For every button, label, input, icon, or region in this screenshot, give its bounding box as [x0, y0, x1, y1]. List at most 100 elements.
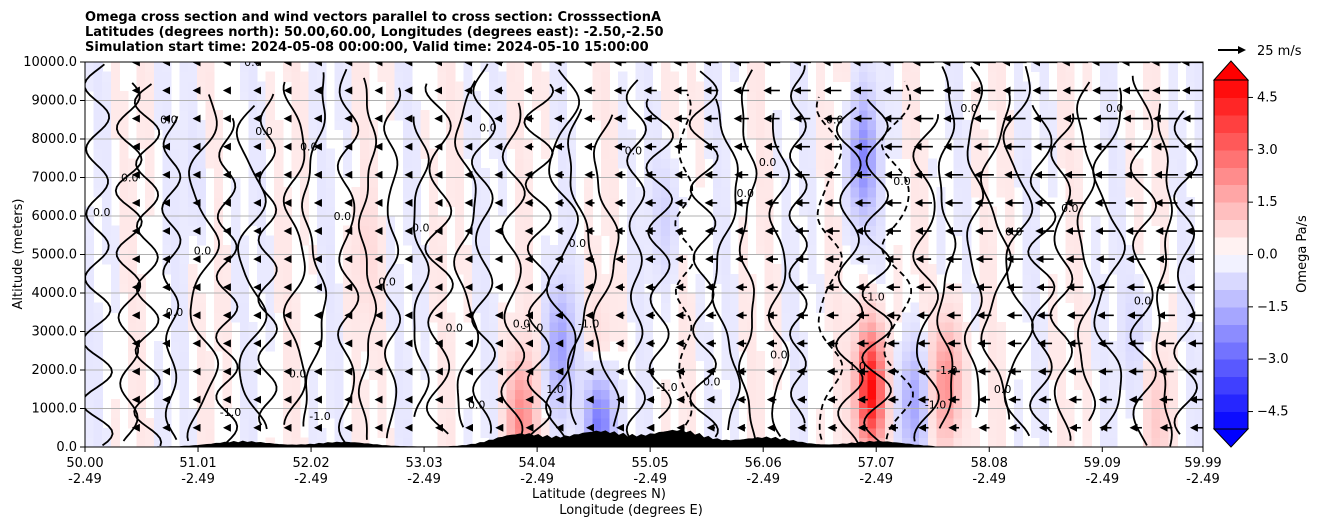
omega-cell [351, 273, 361, 284]
omega-cell [730, 379, 740, 390]
omega-cell [1065, 418, 1075, 429]
omega-cell [480, 418, 490, 429]
omega-cell [566, 216, 576, 227]
omega-cell [695, 119, 705, 130]
omega-cell [850, 119, 860, 130]
colorbar-level [1214, 271, 1248, 290]
omega-cell [110, 119, 120, 130]
omega-cell [652, 283, 662, 294]
omega-cell [308, 119, 318, 130]
omega-cell [489, 360, 499, 371]
omega-cell [936, 389, 946, 400]
omega-cell [1031, 418, 1041, 429]
omega-cell [480, 206, 490, 217]
omega-cell [1013, 418, 1023, 429]
omega-cell [179, 100, 189, 111]
omega-cell [1091, 350, 1101, 361]
omega-contour [114, 82, 143, 442]
omega-cell [988, 302, 998, 313]
omega-cell [644, 119, 654, 130]
omega-cell [1082, 360, 1092, 371]
omega-cell [798, 206, 808, 217]
omega-cell [188, 427, 198, 438]
omega-cell [523, 331, 533, 342]
omega-cell [592, 90, 602, 102]
omega-cell [601, 379, 611, 390]
omega-cell [1074, 370, 1084, 381]
omega-cell [867, 225, 877, 236]
omega-cell [420, 119, 430, 130]
omega-cell [446, 321, 456, 333]
omega-cell [936, 264, 946, 275]
omega-cell [377, 264, 387, 275]
omega-cell [876, 187, 886, 198]
omega-cell [110, 418, 120, 429]
omega-cell [1117, 312, 1127, 323]
omega-cell [317, 177, 327, 188]
omega-cell [446, 187, 456, 198]
contour-label: 0.0 [166, 306, 184, 319]
omega-cell [1185, 216, 1195, 227]
omega-cell [411, 302, 421, 313]
omega-cell [93, 177, 103, 188]
omega-cell [1108, 408, 1118, 419]
omega-cell [988, 283, 998, 294]
omega-cell [1005, 177, 1015, 188]
omega-cell [429, 206, 439, 217]
x-axis: 50.00-2.4951.01-2.4952.02-2.4953.03-2.49… [66, 447, 1222, 487]
omega-cell [239, 235, 249, 246]
omega-cell [755, 110, 765, 121]
omega-cell [162, 90, 172, 102]
omega-cell [592, 110, 602, 121]
omega-cell [953, 293, 963, 304]
omega-cell [953, 148, 963, 159]
omega-cell [592, 370, 602, 381]
omega-cell [171, 331, 181, 342]
omega-cell [1142, 408, 1152, 419]
omega-cell [850, 302, 860, 313]
omega-cell [1142, 119, 1152, 130]
omega-cell [1142, 418, 1152, 429]
omega-cell [171, 273, 181, 284]
omega-cell [1031, 321, 1041, 333]
omega-cell [291, 341, 301, 352]
omega-cell [110, 90, 120, 102]
omega-cell [239, 360, 249, 371]
omega-cell [532, 302, 542, 313]
omega-cell [669, 216, 679, 227]
omega-cell [609, 379, 619, 390]
omega-cell [480, 235, 490, 246]
omega-cell [360, 273, 370, 284]
omega-cell [721, 196, 731, 207]
omega-cell [506, 389, 516, 400]
omega-cell [824, 235, 834, 246]
omega-cell [902, 119, 912, 130]
omega-cell [214, 331, 224, 342]
omega-cell [1099, 293, 1109, 304]
omega-cell [472, 244, 482, 256]
omega-cell [1151, 331, 1161, 342]
omega-cell [248, 360, 258, 371]
omega-cell [902, 427, 912, 438]
omega-cell [265, 90, 275, 102]
omega-cell [583, 264, 593, 275]
omega-cell [282, 302, 292, 313]
omega-cell [816, 71, 826, 82]
omega-cell [970, 302, 980, 313]
omega-cell [93, 370, 103, 381]
omega-cell [644, 264, 654, 275]
omega-cell [368, 283, 378, 294]
omega-contour [523, 83, 555, 443]
omega-cell [996, 389, 1006, 400]
omega-cell [93, 148, 103, 159]
omega-cell [833, 427, 843, 438]
omega-cell [403, 100, 413, 111]
omega-cell [833, 62, 843, 73]
omega-cell [265, 71, 275, 82]
omega-cell [179, 341, 189, 352]
omega-cell [128, 302, 138, 313]
omega-cell [850, 350, 860, 361]
omega-cell [1125, 129, 1135, 140]
omega-cell [334, 389, 344, 400]
omega-cell [351, 398, 361, 410]
